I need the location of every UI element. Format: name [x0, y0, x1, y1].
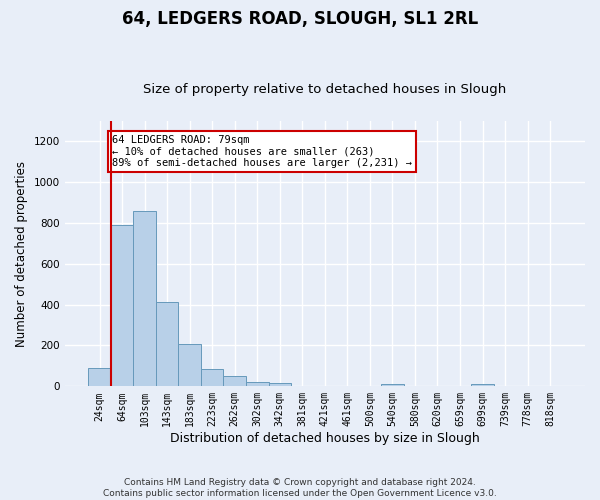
- Bar: [111, 225, 133, 386]
- X-axis label: Distribution of detached houses by size in Slough: Distribution of detached houses by size …: [170, 432, 480, 445]
- Bar: [201, 369, 223, 386]
- Bar: [246, 382, 269, 386]
- Bar: [133, 210, 156, 386]
- Text: 64 LEDGERS ROAD: 79sqm
← 10% of detached houses are smaller (263)
89% of semi-de: 64 LEDGERS ROAD: 79sqm ← 10% of detached…: [112, 135, 412, 168]
- Bar: [88, 368, 111, 386]
- Bar: [156, 302, 178, 386]
- Y-axis label: Number of detached properties: Number of detached properties: [15, 160, 28, 346]
- Bar: [471, 384, 494, 386]
- Bar: [223, 376, 246, 386]
- Bar: [178, 344, 201, 387]
- Bar: [381, 384, 404, 386]
- Bar: [269, 384, 291, 386]
- Text: Contains HM Land Registry data © Crown copyright and database right 2024.
Contai: Contains HM Land Registry data © Crown c…: [103, 478, 497, 498]
- Title: Size of property relative to detached houses in Slough: Size of property relative to detached ho…: [143, 83, 506, 96]
- Text: 64, LEDGERS ROAD, SLOUGH, SL1 2RL: 64, LEDGERS ROAD, SLOUGH, SL1 2RL: [122, 10, 478, 28]
